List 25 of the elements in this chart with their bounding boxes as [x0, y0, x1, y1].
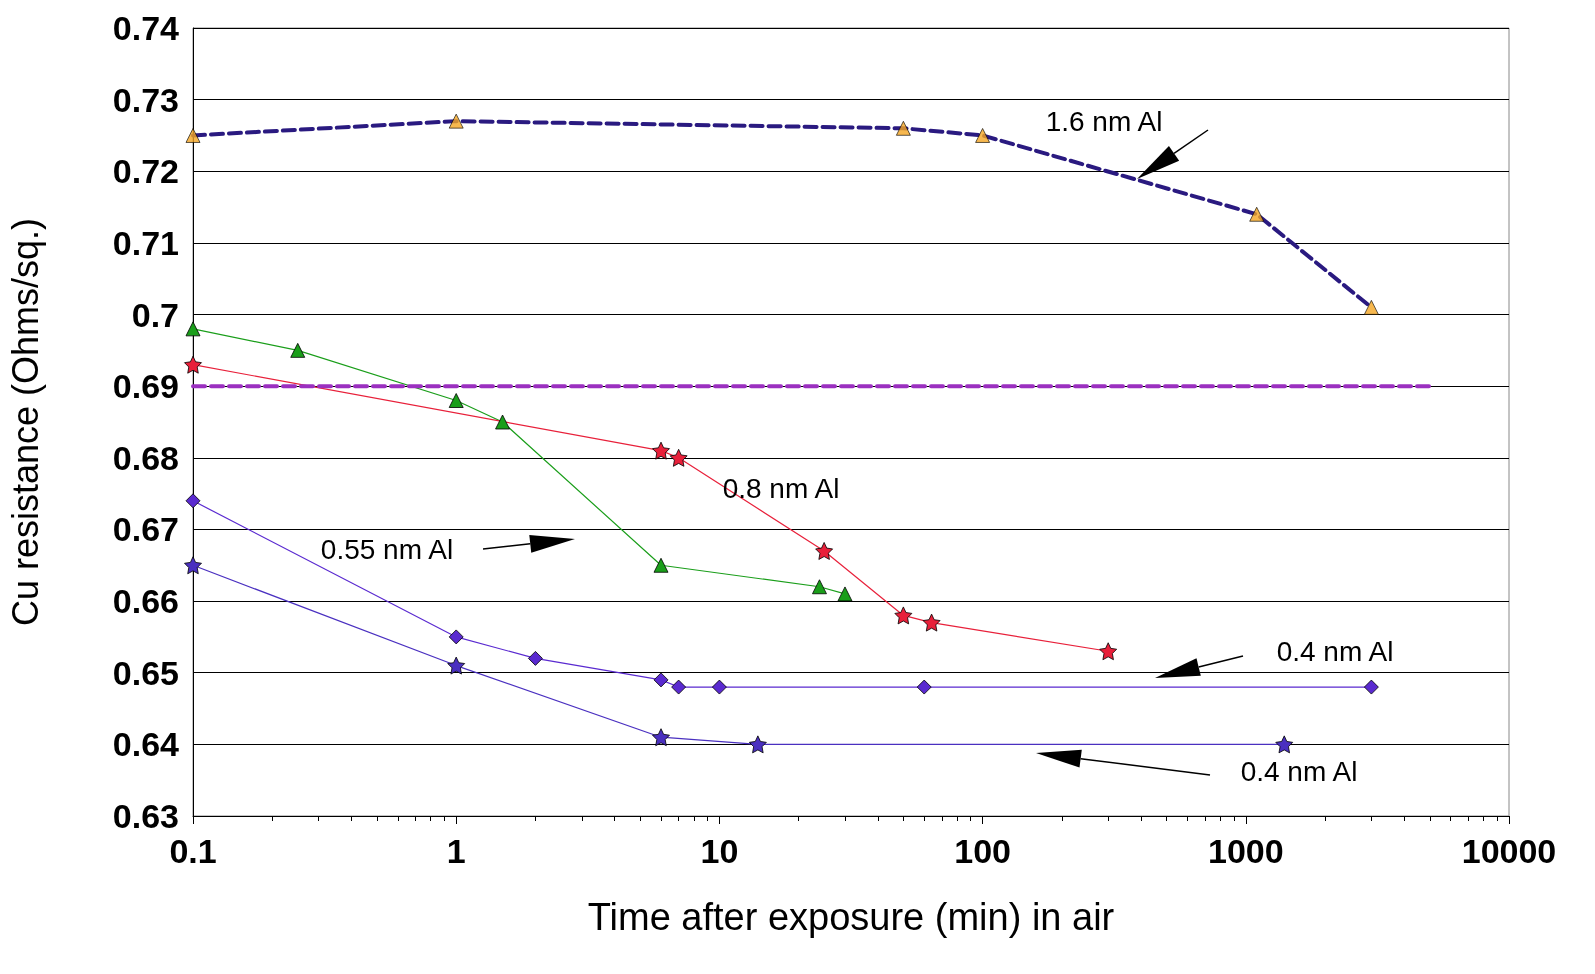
x-tick-label: 10	[700, 832, 739, 870]
x-tick-label: 0.1	[169, 832, 217, 870]
annotation: 1.6 nm Al	[1045, 105, 1163, 137]
y-axis-title: Cu resistance (Ohms/sq.)	[4, 217, 46, 627]
annotation: 0.55 nm Al	[320, 533, 454, 565]
y-tick-label: 0.73	[112, 80, 179, 119]
annotation: 0.8 nm Al	[722, 472, 840, 504]
x-tick-label: 100	[954, 832, 1011, 870]
y-tick-label: 0.64	[112, 725, 180, 764]
y-tick-label: 0.65	[112, 653, 179, 692]
y-tick-label: 0.69	[112, 367, 179, 406]
y-tick-label: 0.74	[112, 9, 180, 47]
x-tick-label: 1000	[1207, 832, 1284, 870]
x-axis-title: Time after exposure (min) in air	[587, 896, 1115, 938]
y-tick-label: 0.63	[112, 797, 179, 835]
x-tick-label: 10000	[1461, 832, 1557, 870]
x-tick-label: 1	[446, 832, 466, 870]
y-tick-label: 0.66	[112, 582, 179, 621]
y-tick-label: 0.67	[112, 510, 179, 549]
y-tick-label: 0.7	[131, 295, 179, 334]
annotation: 0.4 nm Al	[1276, 635, 1394, 667]
annotation: 0.4 nm Al	[1240, 755, 1358, 787]
y-tick-label: 0.71	[112, 223, 179, 262]
y-tick-label: 0.68	[112, 438, 179, 477]
y-tick-label: 0.72	[112, 152, 179, 191]
